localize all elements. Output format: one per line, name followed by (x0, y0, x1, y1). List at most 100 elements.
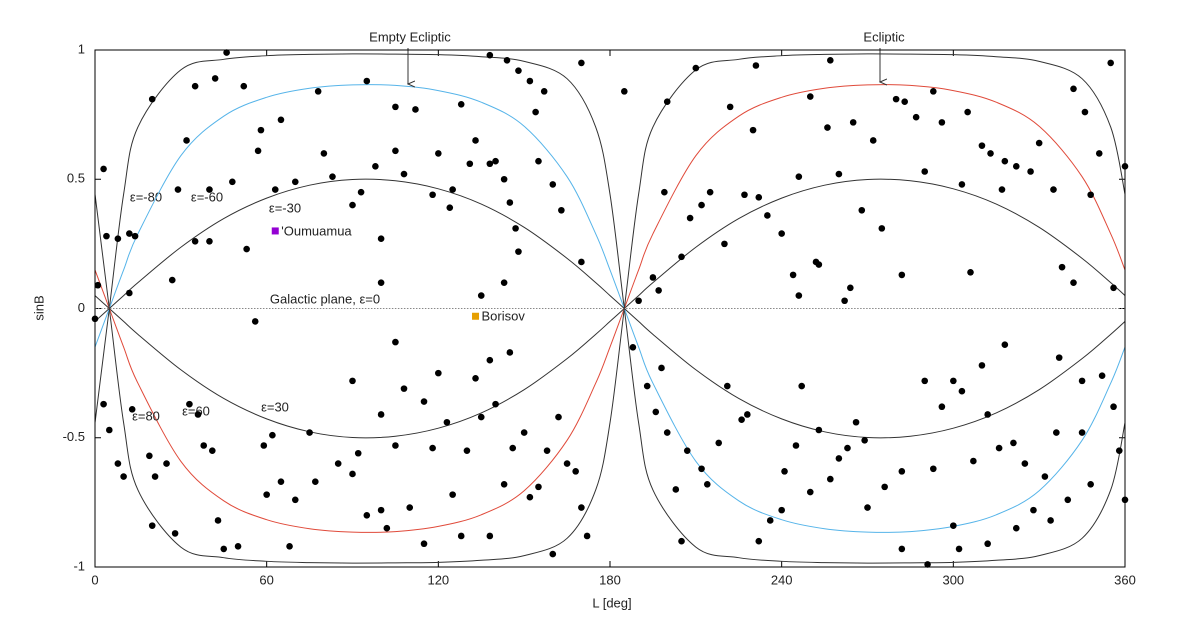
point (174, 186, 182, 193)
point (435, 369, 442, 377)
point (578, 258, 585, 266)
point (703, 480, 711, 488)
point (492, 157, 499, 165)
point (392, 338, 399, 346)
point (171, 530, 179, 537)
point (738, 416, 745, 423)
point (269, 431, 276, 439)
point (798, 382, 805, 390)
point (1070, 85, 1077, 93)
point (1010, 439, 1017, 447)
point (1110, 284, 1117, 292)
point (392, 103, 399, 111)
point (420, 398, 428, 405)
curve-label: ε=-30 (269, 200, 301, 215)
point (844, 444, 851, 452)
point (191, 82, 199, 90)
point (509, 444, 517, 452)
point (901, 98, 908, 105)
point (869, 137, 877, 144)
point (291, 496, 299, 504)
point (206, 186, 213, 193)
point (100, 165, 107, 173)
point (1064, 496, 1072, 504)
point (1027, 168, 1034, 175)
point (392, 442, 399, 449)
x-tick-label: 360 (1114, 572, 1136, 587)
point (898, 468, 906, 475)
point (449, 186, 456, 193)
curve (94, 84, 1126, 533)
point (835, 455, 843, 462)
point (535, 483, 542, 491)
point (629, 343, 637, 351)
point (503, 57, 511, 64)
point (148, 95, 156, 103)
point (583, 532, 591, 540)
point (277, 478, 285, 485)
point (500, 175, 508, 183)
point (778, 506, 785, 514)
point (1087, 480, 1094, 488)
point (449, 491, 456, 498)
point (486, 356, 494, 364)
point (663, 98, 671, 105)
point (500, 480, 508, 488)
point (349, 377, 356, 385)
point (881, 483, 888, 491)
point (806, 93, 814, 100)
point (306, 429, 313, 436)
point (211, 75, 219, 82)
point (930, 88, 937, 95)
point (661, 188, 668, 196)
point (543, 447, 551, 454)
curve (94, 84, 1126, 533)
point (1058, 263, 1066, 271)
point (257, 126, 265, 134)
x-tick-label: 60 (259, 572, 273, 587)
point (357, 188, 365, 196)
point (643, 382, 651, 390)
point (683, 447, 691, 454)
point (967, 269, 974, 276)
point (243, 245, 250, 253)
point (847, 284, 854, 292)
object-marker (472, 312, 480, 320)
point (766, 517, 774, 524)
point (841, 297, 848, 305)
x-tick-label: 300 (942, 572, 964, 587)
point (578, 504, 585, 511)
point (271, 186, 279, 193)
point (526, 77, 534, 85)
point (435, 150, 442, 157)
point (515, 248, 522, 255)
point (1078, 429, 1086, 436)
point (377, 506, 385, 514)
point (392, 147, 399, 155)
point (698, 465, 705, 473)
point (486, 160, 494, 168)
point (815, 261, 823, 268)
point (506, 349, 514, 356)
point (114, 460, 122, 467)
point (486, 532, 494, 540)
point (168, 276, 176, 284)
curve-label: ε=-60 (191, 189, 223, 204)
point (500, 279, 508, 286)
point (749, 126, 757, 134)
point (1098, 372, 1106, 380)
point (377, 279, 385, 286)
point (964, 108, 971, 116)
point (114, 235, 122, 243)
point (984, 540, 991, 548)
point (958, 387, 966, 395)
annotation: Empty Ecliptic (369, 29, 451, 44)
point (924, 561, 931, 568)
point (938, 119, 946, 126)
point (477, 413, 485, 421)
point (214, 517, 222, 524)
plot-frame (94, 49, 1126, 568)
point (291, 178, 299, 186)
point (183, 137, 190, 144)
point (1053, 429, 1060, 436)
